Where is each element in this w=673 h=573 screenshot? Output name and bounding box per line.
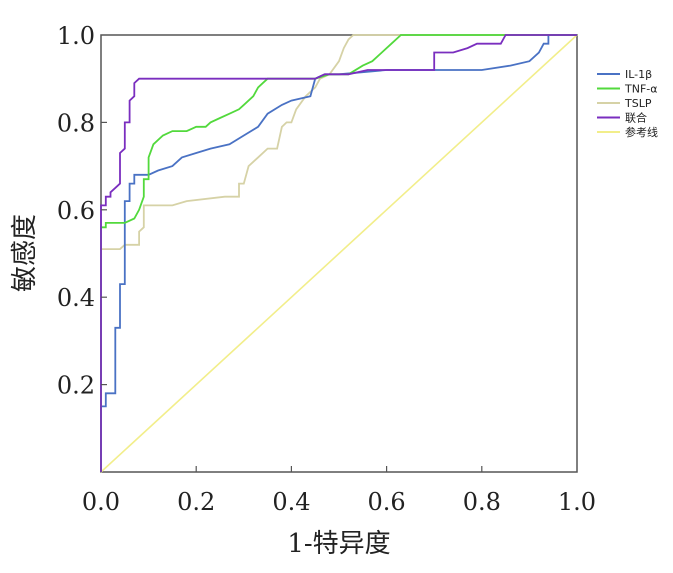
legend-label: 联合 — [625, 111, 647, 125]
legend-label: IL-1β — [625, 68, 652, 81]
series-line-3 — [100, 34, 577, 472]
x-tick-label: 0.8 — [463, 488, 501, 516]
series-layer — [100, 34, 578, 473]
y-tick-label: 0.8 — [57, 109, 95, 137]
legend-label: 参考线 — [625, 125, 658, 139]
ticks-layer: 0.0 0.2 0.4 0.6 0.8 1.0 0.2 0.4 0.6 0.8 1.0 — [57, 22, 596, 516]
x-tick-label: 1.0 — [558, 488, 596, 516]
series-line-0 — [100, 34, 577, 472]
y-tick-label: 0.6 — [57, 197, 95, 225]
x-tick-label: 0.4 — [272, 488, 310, 516]
x-axis-title: 1-特异度 — [287, 529, 390, 559]
y-tick-label: 0.4 — [57, 284, 95, 312]
x-tick-label: 0.2 — [177, 488, 215, 516]
y-axis-title: 敏感度 — [10, 214, 40, 292]
x-tick-label: 0.0 — [82, 488, 120, 516]
y-tick-label: 1.0 — [57, 22, 95, 50]
legend-label: TNF-α — [624, 83, 658, 96]
series-line-4 — [100, 34, 578, 473]
series-line-1 — [100, 34, 577, 472]
x-tick-label: 0.6 — [368, 488, 406, 516]
legend-label: TSLP — [624, 97, 652, 110]
y-tick-label: 0.2 — [57, 372, 95, 400]
